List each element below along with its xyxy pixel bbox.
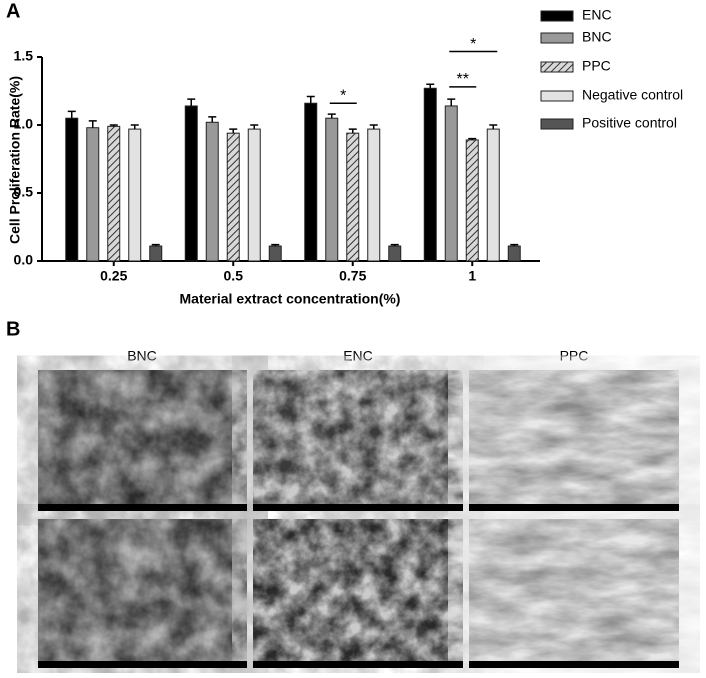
legend-label: PPC <box>582 58 611 74</box>
x-axis-label: Material extract concentration(%) <box>180 291 401 307</box>
legend-swatch <box>540 90 574 102</box>
bar <box>205 121 219 262</box>
x-tick-label: 0.25 <box>100 268 127 284</box>
sem-images: BNC ENC PPC <box>38 348 679 668</box>
bar <box>128 128 142 262</box>
bar <box>423 87 437 262</box>
error-bar <box>151 243 160 247</box>
sem-info-bar <box>253 661 463 668</box>
legend-label: BNC <box>582 29 612 45</box>
sem-info-bar <box>469 661 679 668</box>
error-bar <box>426 83 435 89</box>
bar <box>226 132 240 262</box>
error-bar <box>187 98 196 106</box>
bar <box>444 105 458 262</box>
x-tick-label: 0.75 <box>339 268 366 284</box>
legend-label: Positive control <box>582 115 677 131</box>
sem-texture <box>38 519 247 668</box>
bar <box>268 245 282 262</box>
x-tick-label: 1 <box>468 268 476 284</box>
bar <box>304 102 318 262</box>
error-bar <box>271 243 280 247</box>
sem-texture <box>38 370 247 511</box>
legend-swatch <box>540 10 574 22</box>
bar <box>507 245 521 262</box>
y-tick-label: 0.0 <box>14 252 34 268</box>
sem-texture <box>253 370 463 511</box>
bar <box>388 245 402 262</box>
legend-swatch <box>540 32 574 44</box>
sem-info-bar <box>38 661 247 668</box>
sem-texture <box>469 370 679 511</box>
bar <box>149 245 163 262</box>
error-bar <box>208 116 217 123</box>
x-tick-label: 0.5 <box>224 268 244 284</box>
error-bar <box>447 98 456 106</box>
error-bar <box>130 124 139 130</box>
error-bar <box>348 128 357 134</box>
legend-swatch <box>540 118 574 130</box>
significance-label: * <box>470 36 476 53</box>
legend-swatch <box>540 61 574 73</box>
error-bar <box>88 120 97 128</box>
legend-label: Negative control <box>582 87 683 103</box>
bar <box>367 128 381 262</box>
error-bar <box>67 110 76 119</box>
bar <box>247 128 261 262</box>
error-bar <box>390 243 399 247</box>
column-title: ENC <box>343 348 373 364</box>
y-axis-label: Cell Proliferation Rate(%) <box>7 76 23 244</box>
error-bar <box>489 124 498 130</box>
error-bar <box>369 124 378 130</box>
column-title: PPC <box>560 348 589 364</box>
sem-info-bar <box>38 504 247 511</box>
bar <box>465 139 479 262</box>
bar <box>486 128 500 262</box>
error-bar <box>306 95 315 104</box>
y-tick-label: 1.0 <box>14 116 34 132</box>
sem-texture <box>253 519 463 668</box>
error-bar <box>250 124 259 130</box>
bar <box>325 117 339 262</box>
y-tick-label: 0.5 <box>14 184 34 200</box>
panel-label: B <box>6 318 20 340</box>
legend-label: ENC <box>582 7 612 23</box>
bar <box>184 105 198 262</box>
sem-info-bar <box>469 504 679 511</box>
panel-label: A <box>6 0 20 22</box>
significance-label: * <box>340 87 346 104</box>
bar <box>107 125 121 262</box>
error-bar <box>327 113 336 119</box>
significance-label: ** <box>457 71 469 88</box>
column-title: BNC <box>127 348 157 364</box>
bar <box>346 132 360 262</box>
sem-info-bar <box>253 504 463 511</box>
bar <box>86 127 100 262</box>
y-tick-label: 1.5 <box>14 48 34 64</box>
error-bar <box>468 137 477 140</box>
error-bar <box>229 128 238 134</box>
bar <box>65 117 79 262</box>
sem-texture <box>469 519 679 668</box>
error-bar <box>510 243 519 247</box>
error-bar <box>109 124 118 127</box>
